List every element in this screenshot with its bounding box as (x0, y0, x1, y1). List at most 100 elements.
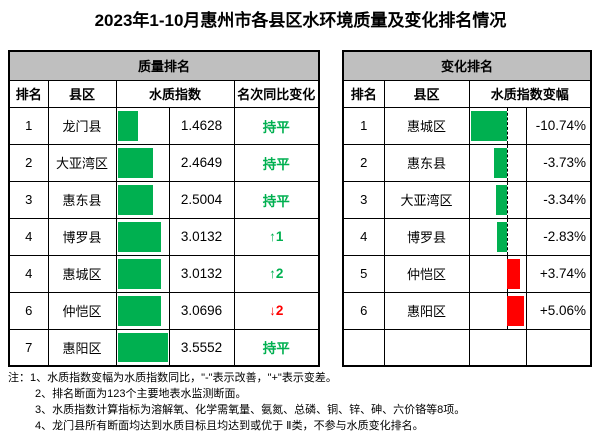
quality-table-title: 质量排名 (8, 50, 320, 81)
index-value-cell: 2.4649 (168, 143, 235, 182)
rank-cell (342, 328, 385, 367)
district-cell: 惠城区 (383, 106, 470, 145)
rank-cell: 7 (8, 328, 49, 367)
footnotes: 注：1、水质指数变幅为水质指数同比，"-"表示改善，"+"表示变差。 2、排名断… (8, 370, 598, 434)
rank-change-cell: 持平 (233, 180, 320, 219)
index-bar (117, 147, 153, 178)
delta-value-cell: +5.06% (525, 291, 592, 330)
delta-value-cell (525, 328, 592, 367)
quality-table-title-row: 质量排名 (8, 50, 320, 81)
rank-cell: 2 (342, 143, 385, 182)
table-row: 2 惠东县 -3.73% (342, 143, 592, 182)
table-row: 6 仲恺区 3.0696 ↓2 (8, 291, 320, 330)
rank-cell: 4 (8, 217, 49, 256)
table-row: 2 大亚湾区 2.4649 持平 (8, 143, 320, 182)
index-value-cell: 3.0696 (168, 291, 235, 330)
delta-bar-cell (468, 143, 527, 182)
change-ranking-table: 变化排名 排名 县区 水质指数变幅 1 惠城区 -10.74% 2 惠东县 -3… (342, 50, 593, 367)
col-header-rank: 排名 (342, 79, 385, 108)
district-cell: 博罗县 (383, 217, 470, 256)
delta-value-cell: -2.83% (525, 217, 592, 256)
index-value-cell: 3.0132 (168, 217, 235, 256)
index-bar-cell (115, 106, 170, 145)
index-value-cell: 2.5004 (168, 180, 235, 219)
rank-change-cell: 持平 (233, 328, 320, 367)
index-value-cell: 1.4628 (168, 106, 235, 145)
index-bar (117, 221, 161, 252)
index-value-cell: 3.0132 (168, 254, 235, 293)
note-line-4: 4、龙门县所有断面均达到水质目标且均达到或优于 Ⅱ类，不参与水质变化排名。 (35, 420, 424, 432)
index-bar (117, 258, 161, 289)
index-bar (117, 332, 168, 362)
table-row: 1 龙门县 1.4628 持平 (8, 106, 320, 145)
index-bar (117, 295, 162, 326)
table-row: 3 大亚湾区 -3.34% (342, 180, 592, 219)
table-row: 6 惠阳区 +5.06% (342, 291, 592, 330)
district-cell: 惠东县 (47, 180, 117, 219)
delta-bar (495, 184, 507, 215)
delta-bar-cell (468, 180, 527, 219)
change-table-title: 变化排名 (342, 50, 592, 81)
district-cell (383, 328, 470, 367)
district-cell: 仲恺区 (383, 254, 470, 293)
index-bar-cell (115, 217, 170, 256)
index-bar-cell (115, 254, 170, 293)
delta-bar-cell (468, 328, 527, 367)
district-cell: 惠东县 (383, 143, 470, 182)
table-row-empty (342, 328, 592, 367)
rank-cell: 6 (8, 291, 49, 330)
delta-bar (507, 258, 520, 289)
index-bar-cell (115, 291, 170, 330)
delta-bar (494, 147, 507, 178)
delta-value-cell: -3.73% (525, 143, 592, 182)
delta-bar-cell (468, 217, 527, 256)
change-table-title-row: 变化排名 (342, 50, 592, 81)
table-row: 4 博罗县 -2.83% (342, 217, 592, 256)
delta-bar-cell (468, 254, 527, 293)
index-bar-cell (115, 143, 170, 182)
district-cell: 大亚湾区 (383, 180, 470, 219)
rank-cell: 4 (8, 254, 49, 293)
note-prefix: 注： (8, 372, 30, 384)
delta-value-cell: -3.34% (525, 180, 592, 219)
rank-change-cell: 持平 (233, 143, 320, 182)
delta-bar-cell (468, 106, 527, 145)
district-cell: 惠城区 (47, 254, 117, 293)
district-cell: 惠阳区 (47, 328, 117, 367)
zero-axis-line (506, 145, 508, 180)
rank-cell: 1 (8, 106, 49, 145)
table-row: 4 惠城区 3.0132 ↑2 (8, 254, 320, 293)
rank-change-cell: ↓2 (233, 291, 320, 330)
delta-value-cell: -10.74% (525, 106, 592, 145)
col-header-district: 县区 (47, 79, 117, 108)
index-bar (117, 184, 154, 215)
note-line-3: 3、水质指数计算指标为溶解氧、化学需氧量、氨氮、总磷、铜、锌、砷、六价铬等8项。 (35, 404, 466, 416)
district-cell: 博罗县 (47, 217, 117, 256)
col-header-index-delta: 水质指数变幅 (468, 79, 592, 108)
district-cell: 龙门县 (47, 106, 117, 145)
zero-axis-line (506, 219, 508, 254)
zero-axis-line (506, 108, 508, 143)
col-header-district: 县区 (383, 79, 470, 108)
table-row: 4 博罗县 3.0132 ↑1 (8, 217, 320, 256)
rank-cell: 1 (342, 106, 385, 145)
district-cell: 惠阳区 (383, 291, 470, 330)
page-title: 2023年1-10月惠州市各县区水环境质量及变化排名情况 (94, 11, 507, 30)
rank-cell: 5 (342, 254, 385, 293)
index-bar-cell (115, 328, 170, 367)
col-header-rank: 排名 (8, 79, 49, 108)
delta-bar (507, 295, 525, 326)
table-row: 5 仲恺区 +3.74% (342, 254, 592, 293)
note-line-2: 2、排名断面为123个主要地表水监测断面。 (35, 388, 247, 400)
rank-cell: 2 (8, 143, 49, 182)
delta-value-cell: +3.74% (525, 254, 592, 293)
index-bar-cell (115, 180, 170, 219)
index-value-cell: 3.5552 (168, 328, 235, 367)
table-row: 3 惠东县 2.5004 持平 (8, 180, 320, 219)
district-cell: 大亚湾区 (47, 143, 117, 182)
rank-change-cell: ↑2 (233, 254, 320, 293)
rank-change-cell: 持平 (233, 106, 320, 145)
district-cell: 仲恺区 (47, 291, 117, 330)
rank-change-cell: ↑1 (233, 217, 320, 256)
note-line-1: 注：1、水质指数变幅为水质指数同比，"-"表示改善，"+"表示变差。 (8, 370, 598, 386)
